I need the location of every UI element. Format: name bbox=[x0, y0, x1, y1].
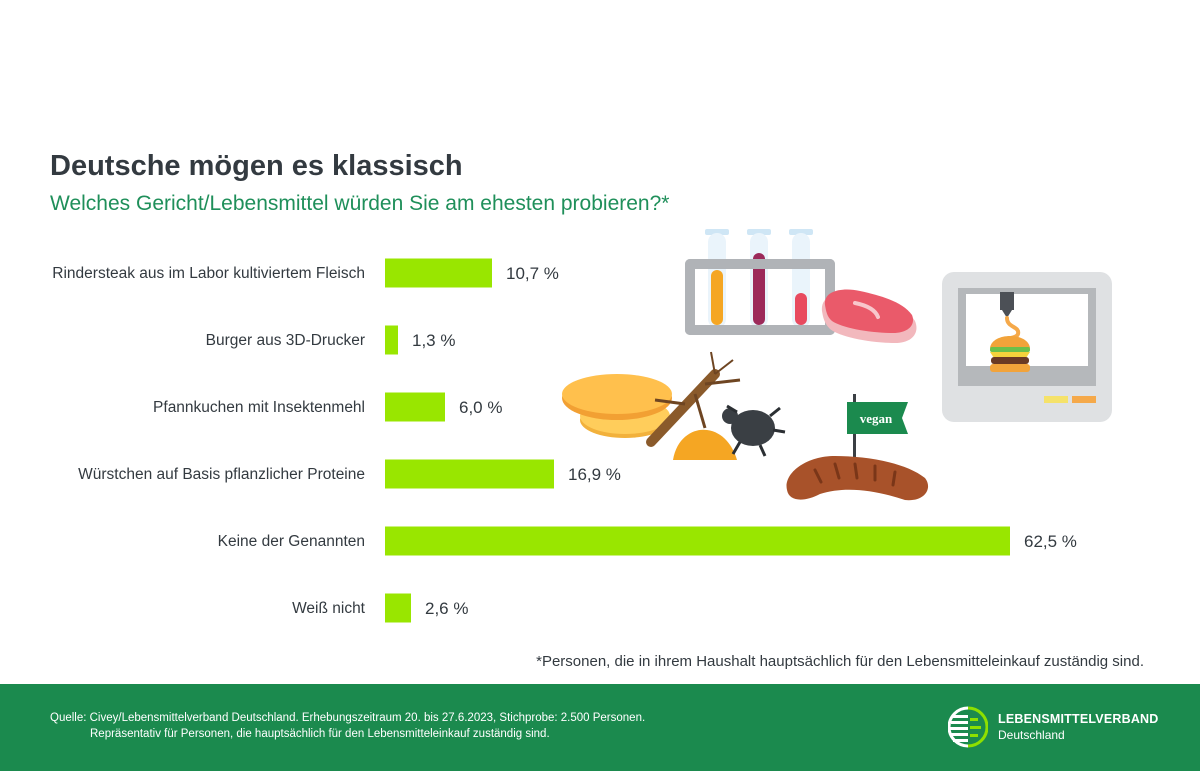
category-label: Würstchen auf Basis pflanzlicher Protein… bbox=[78, 466, 365, 483]
vegan-sausage-illustration: vegan bbox=[786, 394, 929, 501]
logo[interactable]: LEBENSMITTELVERBAND Deutschland bbox=[948, 706, 1158, 750]
chart-subtitle: Welches Gericht/Lebensmittel würden Sie … bbox=[50, 192, 670, 215]
bar[interactable] bbox=[385, 392, 445, 422]
bar[interactable] bbox=[385, 526, 1010, 556]
value-label: 2,6 % bbox=[425, 599, 468, 618]
footnote: *Personen, die in ihrem Haushalt hauptsä… bbox=[536, 653, 1144, 670]
category-label: Weiß nicht bbox=[292, 600, 366, 617]
bar[interactable] bbox=[385, 593, 411, 623]
bar[interactable] bbox=[385, 459, 554, 489]
sausage-icon bbox=[786, 456, 929, 501]
value-label: 62,5 % bbox=[1024, 532, 1077, 551]
burger-icon bbox=[990, 336, 1030, 372]
category-label: Rindersteak aus im Labor kultiviertem Fl… bbox=[52, 265, 365, 282]
bar-chart: Rindersteak aus im Labor kultiviertem Fl… bbox=[52, 258, 1077, 623]
logo-name: LEBENSMITTELVERBAND bbox=[998, 712, 1159, 726]
beetle-icon bbox=[722, 404, 786, 457]
bar[interactable] bbox=[385, 325, 398, 355]
pancakes-icon bbox=[562, 374, 672, 438]
grasshopper-icon bbox=[646, 351, 741, 447]
lab-meat-illustration bbox=[685, 229, 917, 343]
category-label: Keine der Genannten bbox=[218, 533, 365, 550]
value-label: 1,3 % bbox=[412, 331, 455, 350]
bar[interactable] bbox=[385, 258, 492, 288]
insect-pancake-illustration bbox=[562, 351, 786, 460]
logo-icon bbox=[948, 706, 988, 748]
value-label: 6,0 % bbox=[459, 398, 502, 417]
value-label: 16,9 % bbox=[568, 465, 621, 484]
source-line-1: Quelle: Civey/Lebensmittelverband Deutsc… bbox=[50, 712, 646, 724]
value-label: 10,7 % bbox=[506, 264, 559, 283]
category-label: Burger aus 3D-Drucker bbox=[206, 332, 365, 349]
footer: Quelle: Civey/Lebensmittelverband Deutsc… bbox=[0, 684, 1200, 771]
chart-title: Deutsche mögen es klassisch bbox=[50, 150, 463, 182]
3d-printer-illustration bbox=[942, 272, 1112, 422]
category-label: Pfannkuchen mit Insektenmehl bbox=[153, 399, 365, 416]
steak-icon bbox=[821, 289, 917, 343]
flour-pile-icon bbox=[673, 429, 737, 460]
logo-subtitle: Deutschland bbox=[998, 728, 1065, 742]
source-line-2: Repräsentativ für Personen, die hauptsäc… bbox=[90, 728, 550, 740]
test-tubes-icon bbox=[685, 229, 835, 335]
vegan-flag-icon: vegan bbox=[847, 402, 908, 434]
vegan-flag-label: vegan bbox=[860, 411, 893, 426]
